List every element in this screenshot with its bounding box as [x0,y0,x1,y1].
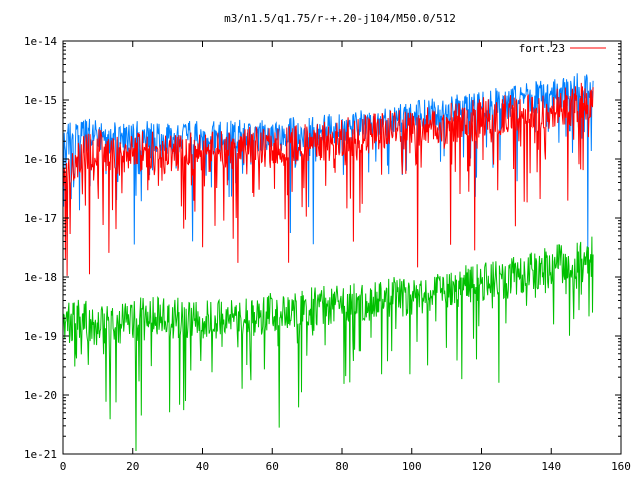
series-layer [63,73,594,452]
x-tick-label: 40 [196,460,209,473]
x-axis: 0 20 40 60 80 100 120 140 160 [60,41,631,473]
y-tick-label: 1e-15 [24,94,57,107]
y-tick-label: 1e-14 [24,35,57,48]
x-tick-label: 60 [266,460,279,473]
x-tick-label: 140 [541,460,561,473]
x-tick-label: 120 [472,460,492,473]
y-tick-label: 1e-18 [24,271,57,284]
y-tick-label: 1e-21 [24,448,57,461]
y-tick-label: 1e-20 [24,389,57,402]
y-tick-label: 1e-16 [24,153,57,166]
x-tick-label: 0 [60,460,67,473]
legend: fort.23 [519,42,606,55]
chart-title: m3/n1.5/q1.75/r-+.20-j104/M50.0/512 [224,12,456,25]
series-line-2 [63,236,594,452]
x-tick-label: 100 [402,460,422,473]
y-tick-label: 1e-17 [24,212,57,225]
x-tick-label: 80 [335,460,348,473]
legend-label: fort.23 [519,42,565,55]
x-tick-label: 20 [126,460,139,473]
x-tick-label: 160 [611,460,631,473]
y-tick-label: 1e-19 [24,330,57,343]
y-axis: 1e-21 1e-20 1e-19 1e-18 1e-17 1e-16 1e-15 1e-14 [24,35,621,461]
series-line-0 [63,82,594,276]
